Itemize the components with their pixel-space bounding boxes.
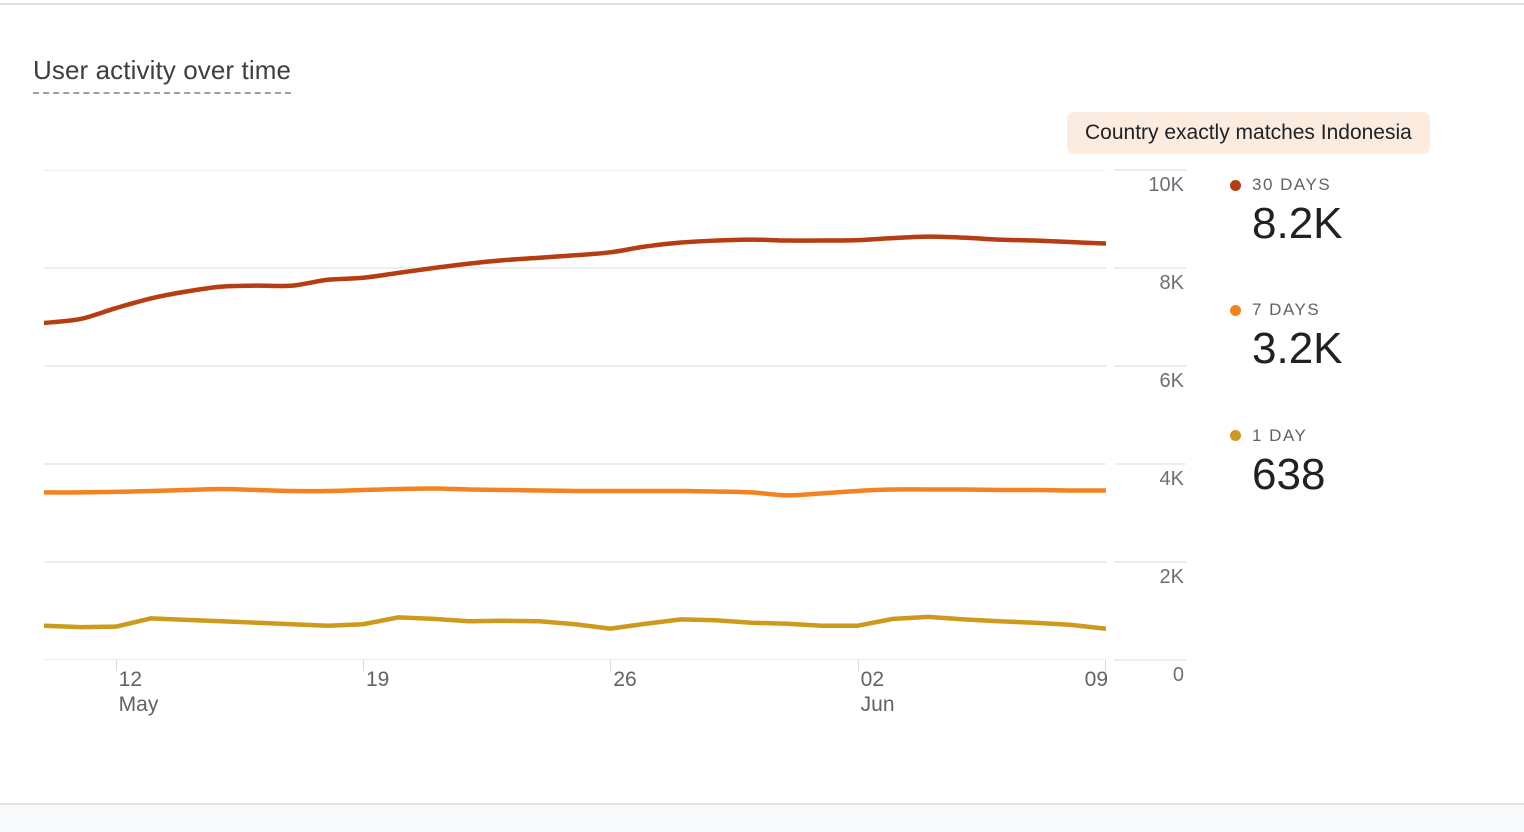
stat-block[interactable]: 30 DAYS 8.2K (1230, 175, 1510, 248)
x-axis-tick (857, 660, 859, 671)
gridline-extension (1114, 463, 1186, 465)
gridline-extension (1114, 659, 1186, 661)
x-axis-tick-label: 09 (1084, 668, 1108, 691)
stat-label: 1 DAY (1252, 425, 1308, 445)
y-axis-tick-label: 2K (1159, 566, 1184, 588)
filter-badge-label: Country exactly matches Indonesia (1085, 121, 1412, 144)
x-axis-tick (363, 660, 364, 671)
chart-plot-area[interactable] (44, 170, 1106, 660)
stat-header: 30 DAYS (1230, 175, 1510, 195)
stat-header: 1 DAY (1230, 426, 1510, 446)
series-line-30-days[interactable] (44, 234, 1106, 326)
stat-block[interactable]: 1 DAY 638 (1230, 426, 1510, 499)
stat-value: 8.2K (1252, 199, 1343, 248)
chart-legend-stats: 30 DAYS 8.2K 7 DAYS 3.2K 1 DAY 638 (1230, 175, 1510, 551)
page-title: User activity over time (33, 56, 292, 94)
x-axis-tick-label: 26 (613, 668, 637, 691)
stat-label: 30 DAYS (1252, 175, 1332, 194)
series-line-7-days[interactable] (44, 486, 1106, 498)
y-axis-tick-label: 4K (1159, 468, 1184, 490)
gridline-extension (1114, 561, 1186, 563)
stat-value: 638 (1252, 449, 1326, 499)
line-chart-svg (44, 170, 1106, 660)
x-axis-tick (610, 660, 612, 671)
legend-dot-icon (1230, 179, 1241, 191)
y-axis-tick-label: 6K (1159, 370, 1184, 392)
x-axis-tick (115, 660, 117, 671)
stat-header: 7 DAYS (1230, 300, 1510, 320)
bottom-divider (0, 803, 1524, 805)
y-axis-tick-label: 0 (1172, 664, 1184, 686)
gridline-extension (1114, 365, 1186, 367)
gridline-extension (1114, 267, 1186, 269)
x-axis-tick-label: 19 (366, 668, 390, 691)
x-axis-month-label: Jun (860, 693, 895, 716)
chart-series-lines (44, 234, 1106, 631)
x-axis-month-label: May (118, 693, 159, 716)
y-axis-tick-label: 10K (1148, 174, 1184, 196)
stat-label: 7 DAYS (1252, 300, 1321, 320)
y-axis-tick-label: 8K (1159, 272, 1184, 294)
top-divider (0, 3, 1524, 5)
x-axis-tick-label: 12 (118, 668, 143, 691)
chart-gridlines (44, 170, 1106, 660)
legend-dot-icon (1230, 430, 1241, 442)
bottom-strip (0, 805, 1524, 832)
x-axis-tick (1105, 660, 1106, 671)
filter-badge[interactable]: Country exactly matches Indonesia (1067, 112, 1430, 154)
stat-block[interactable]: 7 DAYS 3.2K (1230, 300, 1510, 373)
series-line-1-day[interactable] (44, 614, 1106, 631)
legend-dot-icon (1230, 304, 1241, 316)
gridline-extension (1114, 169, 1186, 171)
x-axis-tick-label: 02 (860, 668, 885, 691)
stat-value: 3.2K (1252, 324, 1343, 374)
